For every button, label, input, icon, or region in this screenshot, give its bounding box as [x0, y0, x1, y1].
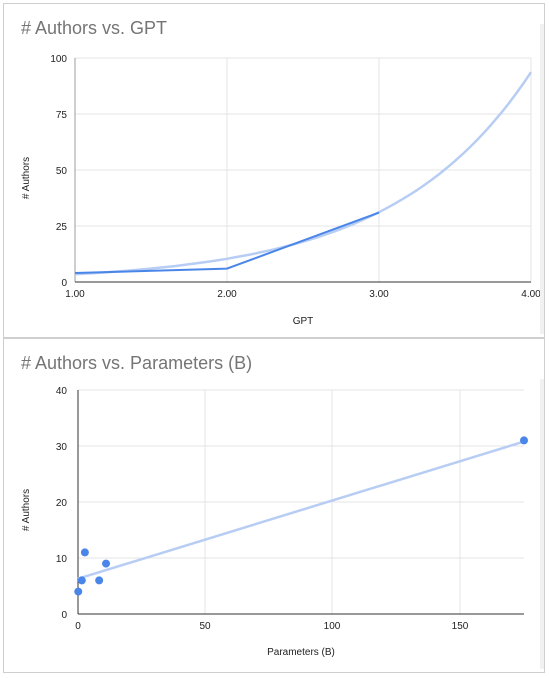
y-tick-label: 50 [56, 166, 68, 177]
x-tick-labels: 0 50 100 150 [75, 621, 469, 632]
y-tick-labels: 40 30 20 10 0 [56, 386, 68, 621]
chart-gpt: 100 75 50 25 0 1.00 2.00 3.00 4.00 GPT #… [21, 54, 541, 327]
scrollbar-rail [540, 379, 544, 669]
data-point [95, 576, 104, 585]
x-tick-labels: 1.00 2.00 3.00 4.00 [65, 289, 541, 300]
y-tick-label: 100 [50, 54, 67, 65]
x-axis-label: GPT [293, 316, 314, 327]
chart-card-gpt: # Authors vs. GPT 100 75 50 25 0 1.00 2.… [3, 3, 545, 338]
chart-title: # Authors vs. Parameters (B) [21, 353, 253, 373]
y-tick-label: 20 [56, 498, 68, 509]
chart-card-parameters: # Authors vs. Parameters (B) 40 30 20 10… [3, 338, 545, 673]
gridlines [78, 389, 524, 614]
y-axis-label: # Authors [21, 489, 32, 531]
data-point [77, 576, 86, 585]
chart-parameters: 40 30 20 10 0 0 50 100 150 Parameters (B… [21, 386, 528, 658]
x-tick-label: 1.00 [65, 289, 85, 300]
x-tick-label: 50 [199, 621, 211, 632]
data-point [80, 548, 89, 557]
y-tick-label: 25 [56, 222, 68, 233]
y-tick-label: 0 [61, 278, 67, 289]
data-point [520, 436, 528, 445]
y-tick-label: 0 [61, 610, 67, 621]
plot-marks [74, 71, 533, 276]
y-tick-labels: 100 75 50 25 0 [50, 54, 67, 289]
trendline [77, 440, 525, 580]
y-tick-label: 40 [56, 386, 68, 397]
chart-title: # Authors vs. GPT [21, 18, 168, 38]
y-tick-label: 75 [56, 110, 68, 121]
x-tick-label: 4.00 [521, 289, 541, 300]
y-tick-label: 10 [56, 554, 68, 565]
x-tick-label: 150 [452, 621, 469, 632]
x-tick-label: 100 [324, 621, 341, 632]
trendline [74, 71, 533, 276]
x-tick-label: 0 [75, 621, 81, 632]
data-point [102, 559, 111, 568]
x-tick-label: 3.00 [369, 289, 389, 300]
y-tick-label: 30 [56, 442, 68, 453]
plot-marks [74, 436, 528, 596]
y-axis-label: # Authors [21, 157, 32, 199]
scrollbar-rail [540, 24, 544, 334]
data-point [74, 587, 83, 596]
x-axis-label: Parameters (B) [267, 647, 335, 658]
gridlines [75, 57, 532, 282]
x-tick-label: 2.00 [217, 289, 237, 300]
series-line [74, 211, 380, 274]
